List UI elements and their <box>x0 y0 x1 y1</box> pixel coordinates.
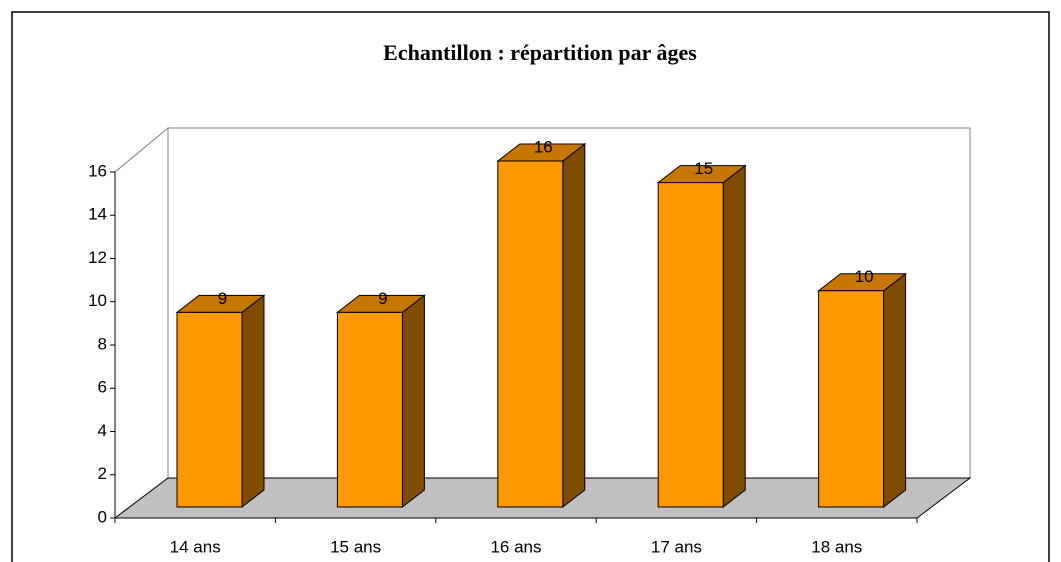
x-tick-label: 15 ans <box>330 537 381 556</box>
value-label: 10 <box>855 267 874 286</box>
bar <box>818 290 885 508</box>
y-tick-label: 10 <box>88 291 107 310</box>
value-label: 9 <box>378 289 387 308</box>
y-tick-label: 6 <box>98 378 107 397</box>
y-tick-label: 8 <box>98 334 107 353</box>
y-tick-label: 12 <box>88 248 107 267</box>
y-tick-label: 0 <box>98 507 107 526</box>
bar <box>336 311 403 508</box>
side-wall <box>114 126 169 520</box>
x-tick-label: 18 ans <box>811 537 862 556</box>
chart-frame <box>11 11 1050 562</box>
y-tick-label: 16 <box>88 161 107 180</box>
y-tick-label: 2 <box>98 464 107 483</box>
bar <box>497 160 564 508</box>
value-label: 9 <box>218 289 227 308</box>
bar-side <box>401 294 425 509</box>
y-tick-label: 14 <box>88 205 107 224</box>
x-tick-label: 16 ans <box>490 537 541 556</box>
bar-side <box>722 164 746 509</box>
y-tick-label: 4 <box>98 421 107 440</box>
bar <box>657 182 724 508</box>
bar-side <box>883 272 907 509</box>
chart-title: Echantillon : répartition par âges <box>383 40 697 65</box>
value-label: 16 <box>534 137 553 156</box>
bar-side <box>562 142 586 509</box>
bar <box>176 311 243 508</box>
x-tick-label: 14 ans <box>170 537 221 556</box>
x-tick-label: 17 ans <box>651 537 702 556</box>
value-label: 15 <box>694 159 713 178</box>
bar-side <box>241 294 265 509</box>
